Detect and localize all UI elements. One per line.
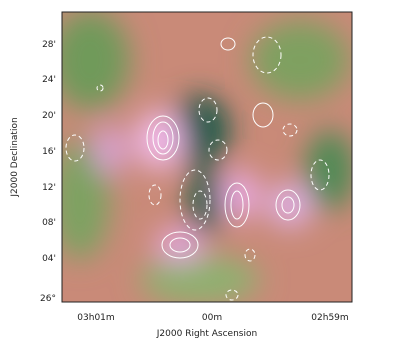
y-tick-label: 20' [42,111,56,121]
sky-image [62,12,352,302]
x-tick-label: 03h01m [77,313,114,323]
y-tick-label: 28' [42,40,56,50]
y-tick-label: 04' [42,254,56,264]
x-axis-label: J2000 Right Ascension [156,329,257,339]
y-tick-label: 12' [42,183,56,193]
x-tick-label: 02h59m [311,313,348,323]
frame [61,11,353,303]
y-tick-label: 24' [42,75,56,85]
y-tick-label: 26° [40,294,56,304]
y-tick-labels: 28' 24' 20' 16' 12' 08' 04' 26° [40,40,56,304]
y-tick-label: 16' [42,147,56,157]
x-tick-label: 00m [202,313,222,323]
y-axis-label: J2000 Declination [10,117,20,197]
x-tick-labels: 03h01m 00m 02h59m [77,313,348,323]
y-tick-label: 08' [42,218,56,228]
